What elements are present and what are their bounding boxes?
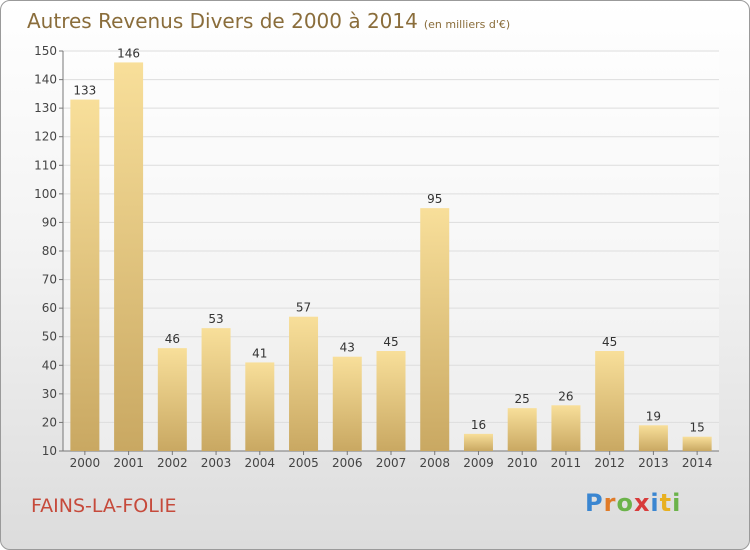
y-tick-label: 60 xyxy=(42,301,57,315)
y-tick-label: 150 xyxy=(34,44,57,58)
y-tick-label: 70 xyxy=(42,273,57,287)
y-tick-label: 90 xyxy=(42,215,57,229)
bar xyxy=(376,351,406,451)
bar xyxy=(507,408,537,451)
logo-letter: o xyxy=(616,489,634,517)
data-label: 57 xyxy=(296,301,311,315)
logo-letter: r xyxy=(603,489,617,517)
x-tick-label: 2002 xyxy=(157,456,188,470)
x-tick-label: 2013 xyxy=(638,456,669,470)
y-tick-label: 130 xyxy=(34,101,57,115)
data-label: 15 xyxy=(689,421,704,435)
x-tick-label: 2003 xyxy=(201,456,232,470)
bar xyxy=(245,362,275,451)
bar xyxy=(289,316,319,451)
data-label: 133 xyxy=(73,84,96,98)
logo-letter: x xyxy=(633,489,651,517)
data-label: 45 xyxy=(383,335,398,349)
x-tick-label: 2008 xyxy=(419,456,450,470)
logo-letter: i xyxy=(672,489,682,517)
data-label: 53 xyxy=(208,312,223,326)
data-label: 146 xyxy=(117,46,140,60)
data-label: 95 xyxy=(427,192,442,206)
data-label: 43 xyxy=(340,341,355,355)
x-tick-label: 2007 xyxy=(376,456,407,470)
bar xyxy=(595,351,625,451)
data-label: 19 xyxy=(646,409,661,423)
logo-letter: i xyxy=(650,489,660,517)
bar xyxy=(157,348,187,451)
bar xyxy=(201,328,231,451)
bar xyxy=(463,433,493,451)
bar xyxy=(332,356,362,451)
y-tick-label: 40 xyxy=(42,358,57,372)
x-tick-label: 2010 xyxy=(507,456,538,470)
commune-name: FAINS-LA-FOLIE xyxy=(31,495,177,517)
chart-title: Autres Revenus Divers de 2000 à 2014 (en … xyxy=(27,9,510,33)
data-label: 41 xyxy=(252,346,267,360)
bar xyxy=(114,62,144,452)
title-main: Autres Revenus Divers de 2000 à 2014 xyxy=(27,9,418,33)
data-label: 16 xyxy=(471,418,486,432)
y-tick-label: 80 xyxy=(42,244,57,258)
bar xyxy=(70,99,100,452)
logo-letter: P xyxy=(585,489,604,517)
y-tick-label: 50 xyxy=(42,330,57,344)
x-tick-label: 2006 xyxy=(332,456,363,470)
data-label: 46 xyxy=(165,332,180,346)
x-tick-label: 2009 xyxy=(463,456,494,470)
y-tick-label: 10 xyxy=(42,444,57,458)
y-tick-label: 120 xyxy=(34,130,57,144)
x-tick-label: 2012 xyxy=(594,456,625,470)
data-label: 26 xyxy=(558,389,573,403)
x-tick-label: 2004 xyxy=(245,456,276,470)
data-label: 45 xyxy=(602,335,617,349)
y-tick-label: 30 xyxy=(42,387,57,401)
y-tick-label: 20 xyxy=(42,415,57,429)
x-tick-label: 2000 xyxy=(70,456,101,470)
x-tick-label: 2011 xyxy=(551,456,582,470)
x-tick-label: 2014 xyxy=(682,456,713,470)
bar xyxy=(638,425,668,451)
y-tick-label: 100 xyxy=(34,187,57,201)
x-tick-label: 2001 xyxy=(113,456,144,470)
bar xyxy=(551,405,581,451)
y-tick-label: 110 xyxy=(34,158,57,172)
data-label: 25 xyxy=(515,392,530,406)
y-tick-label: 140 xyxy=(34,73,57,87)
proxiti-logo: Proxiti xyxy=(585,489,681,517)
bar xyxy=(682,436,712,451)
logo-letter: t xyxy=(659,489,673,517)
bar xyxy=(420,208,450,451)
title-unit: (en milliers d'€) xyxy=(423,18,511,31)
x-tick-label: 2005 xyxy=(288,456,319,470)
